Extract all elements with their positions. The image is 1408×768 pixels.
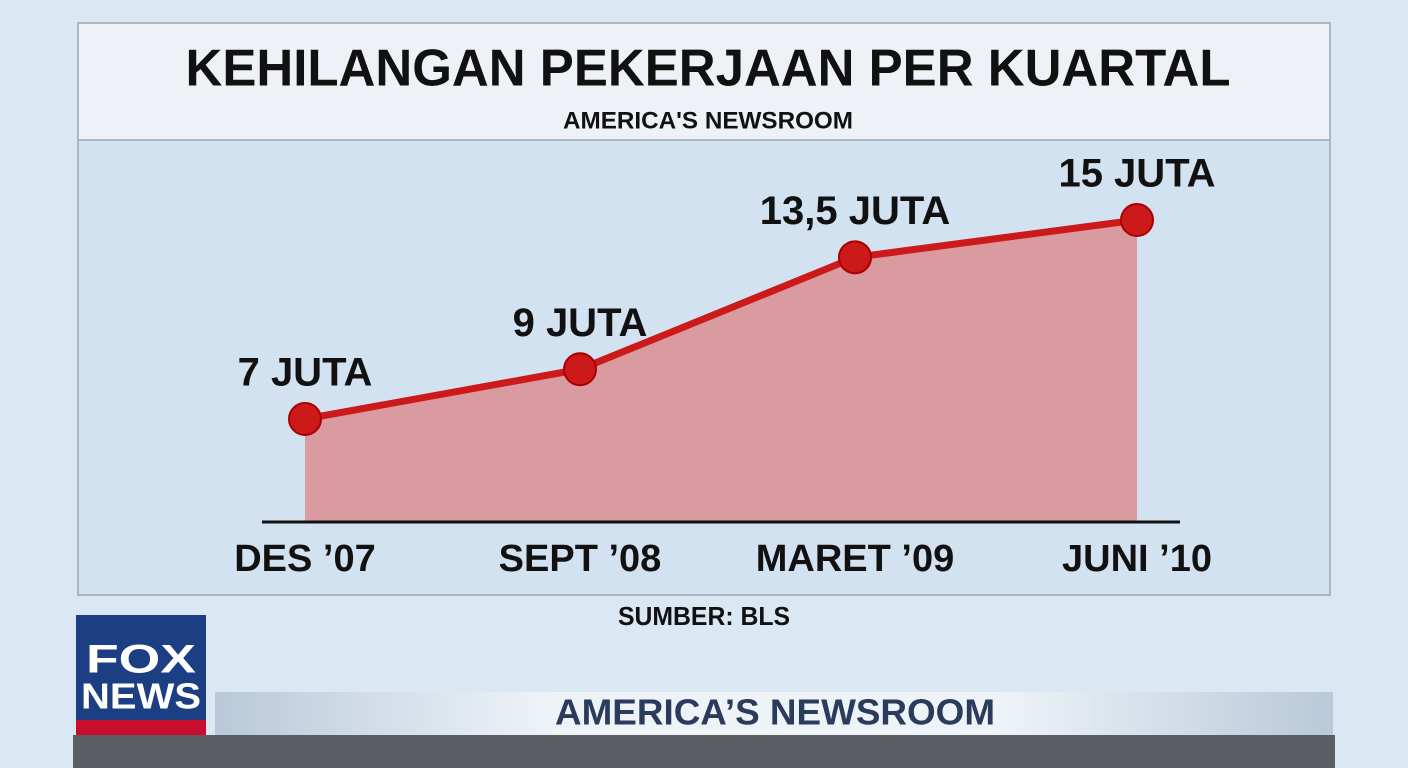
x-tick-label: JUNI ’10 [1062, 538, 1212, 580]
line [304, 216, 1138, 423]
chart-subtitle: AMERICA'S NEWSROOM [563, 107, 853, 134]
point [563, 352, 597, 387]
logo-text: FOX [86, 638, 196, 682]
source-note: SUMBER: BLS [618, 601, 790, 631]
value-label: 13,5 JUTA [760, 189, 950, 233]
x-tick-label: SEPT ’08 [499, 538, 662, 580]
value-label: 15 JUTA [1058, 152, 1215, 196]
banner-text: AMERICA’S NEWSROOM [555, 692, 995, 733]
x-tick-label: DES ’07 [234, 538, 376, 580]
point [1120, 203, 1154, 237]
point [288, 402, 322, 436]
logo-box [76, 615, 206, 735]
x-tick-label: MARET ’09 [756, 538, 954, 580]
banner [215, 692, 1333, 735]
plot: 7 JUTA DES ’07 9 JUTA SEPT ’08 13,5 JUTA MARE… [234, 152, 1215, 580]
title-band [79, 24, 1329, 140]
logo-strip [76, 720, 206, 735]
chart-title: KEHILANGAN PEKERJAAN PER KUARTAL [186, 40, 1231, 98]
point [838, 240, 872, 275]
area [305, 220, 1137, 522]
lower-strip [73, 735, 1335, 768]
value-label: 9 JUTA [513, 301, 648, 345]
logo-text: NEWS [81, 676, 201, 717]
value-label: 7 JUTA [238, 351, 373, 395]
